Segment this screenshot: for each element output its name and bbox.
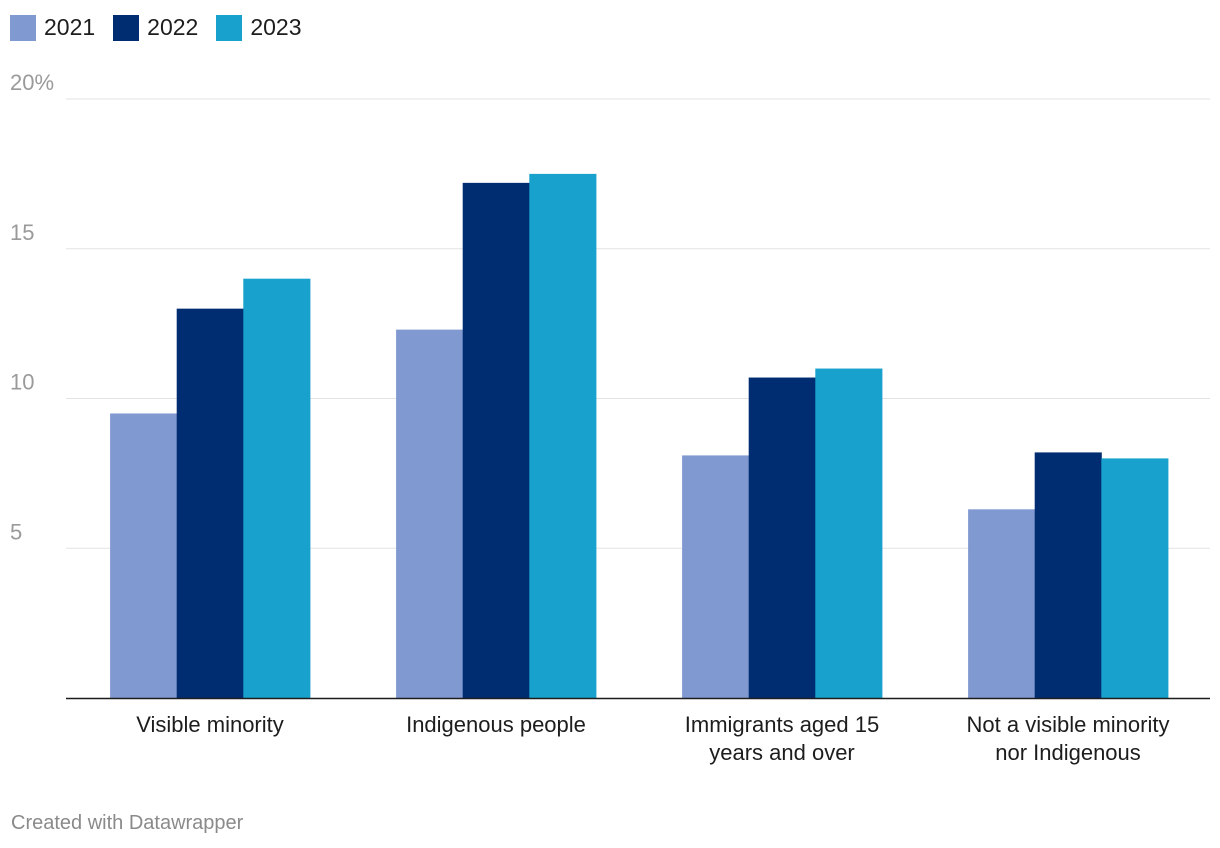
legend-label-2021: 2021: [44, 14, 96, 40]
bar-2022-3: [748, 377, 816, 698]
bar-2021-3: [682, 455, 750, 698]
bar-2022-2: [462, 182, 530, 699]
legend-swatch-2023: [216, 14, 243, 41]
x-category-label-4-line-1: Not a visible minority: [967, 712, 1170, 737]
legend: 2021 2022 2023: [10, 14, 302, 41]
bar-chart: 5 10 15 20% Visible minority Indigenous peopl…: [10, 70, 1210, 765]
legend-item-2022: 2022: [113, 14, 198, 41]
bar-2021-1: [110, 413, 178, 698]
bar-2021-4: [968, 509, 1036, 698]
bar-2023-2: [529, 173, 597, 698]
bar-2021-2: [396, 329, 464, 698]
x-category-label-4-line-2: nor Indigenous: [995, 740, 1141, 765]
bar-2023-4: [1101, 458, 1169, 698]
legend-swatch-2021: [10, 14, 36, 41]
bar-2022-4: [1034, 452, 1102, 698]
bar-2022-1: [176, 308, 244, 698]
legend-item-2023: 2023: [216, 14, 302, 41]
y-tick-label-15: 15: [10, 220, 34, 245]
legend-swatch-2022: [113, 14, 140, 41]
y-tick-label-10: 10: [10, 370, 34, 395]
bar-2023-1: [243, 278, 311, 698]
x-category-label-3-line-1: Immigrants aged 15: [685, 712, 879, 737]
x-category-label-3-line-2: years and over: [709, 740, 855, 765]
legend-label-2022: 2022: [147, 14, 199, 40]
x-category-label-2: Indigenous people: [406, 712, 586, 737]
legend-item-2021: 2021: [10, 14, 95, 41]
y-tick-label-5: 5: [10, 519, 22, 544]
bar-2023-3: [815, 368, 883, 698]
x-category-label-1: Visible minority: [136, 712, 284, 737]
footer-credit: Created with Datawrapper: [11, 812, 244, 834]
y-tick-label-20: 20%: [10, 70, 54, 95]
legend-label-2023: 2023: [250, 14, 302, 40]
